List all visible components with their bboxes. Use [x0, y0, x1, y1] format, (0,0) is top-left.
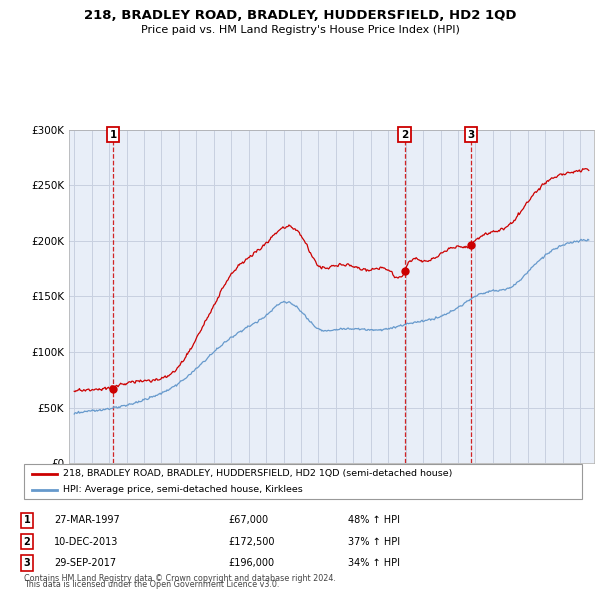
- Text: 3: 3: [23, 558, 31, 568]
- Text: 29-SEP-2017: 29-SEP-2017: [54, 558, 116, 568]
- Text: £196,000: £196,000: [228, 558, 274, 568]
- Text: 1: 1: [110, 130, 117, 140]
- Text: HPI: Average price, semi-detached house, Kirklees: HPI: Average price, semi-detached house,…: [63, 486, 303, 494]
- Text: 2: 2: [23, 537, 31, 546]
- Text: 218, BRADLEY ROAD, BRADLEY, HUDDERSFIELD, HD2 1QD: 218, BRADLEY ROAD, BRADLEY, HUDDERSFIELD…: [84, 9, 516, 22]
- Text: 218, BRADLEY ROAD, BRADLEY, HUDDERSFIELD, HD2 1QD (semi-detached house): 218, BRADLEY ROAD, BRADLEY, HUDDERSFIELD…: [63, 469, 452, 478]
- Text: 34% ↑ HPI: 34% ↑ HPI: [348, 558, 400, 568]
- Text: Price paid vs. HM Land Registry's House Price Index (HPI): Price paid vs. HM Land Registry's House …: [140, 25, 460, 35]
- Text: 10-DEC-2013: 10-DEC-2013: [54, 537, 118, 546]
- Text: 37% ↑ HPI: 37% ↑ HPI: [348, 537, 400, 546]
- Text: £172,500: £172,500: [228, 537, 275, 546]
- Text: 1: 1: [23, 516, 31, 525]
- Text: This data is licensed under the Open Government Licence v3.0.: This data is licensed under the Open Gov…: [24, 581, 280, 589]
- Text: Contains HM Land Registry data © Crown copyright and database right 2024.: Contains HM Land Registry data © Crown c…: [24, 574, 336, 583]
- Text: 48% ↑ HPI: 48% ↑ HPI: [348, 516, 400, 525]
- Text: 2: 2: [401, 130, 408, 140]
- Text: 3: 3: [467, 130, 475, 140]
- Text: £67,000: £67,000: [228, 516, 268, 525]
- Text: 27-MAR-1997: 27-MAR-1997: [54, 516, 120, 525]
